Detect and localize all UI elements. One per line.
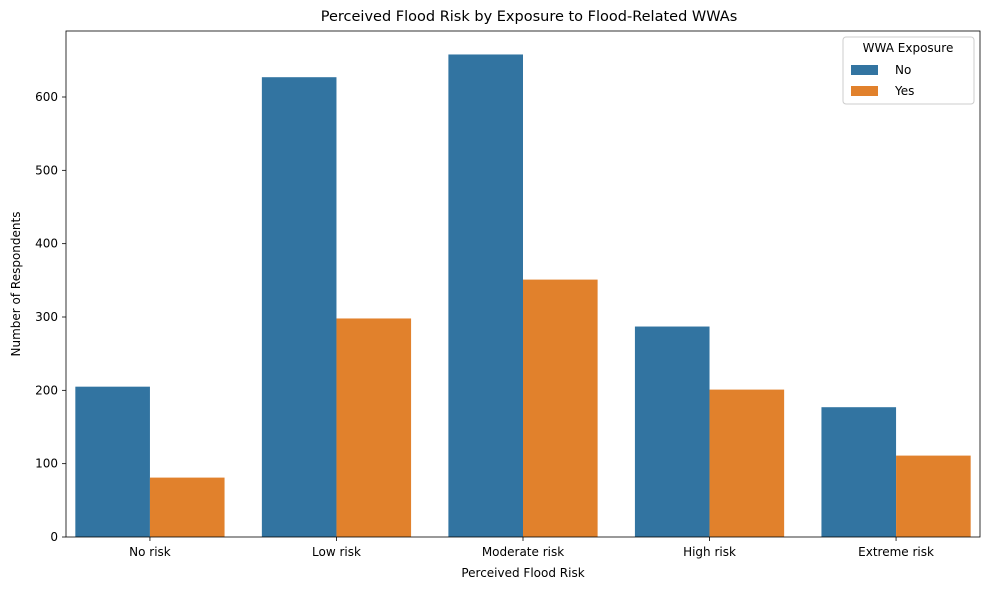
x-tick-label-moderate-risk: Moderate risk bbox=[482, 545, 564, 559]
x-axis-ticks: No risk Low risk Moderate risk High risk Ext… bbox=[129, 537, 934, 559]
bar-moderate-risk-no bbox=[448, 54, 523, 537]
x-tick-label-low-risk: Low risk bbox=[312, 545, 361, 559]
legend-swatch-no bbox=[851, 65, 878, 75]
y-tick-label-0: 0 bbox=[50, 530, 58, 544]
legend-label-no: No bbox=[895, 63, 911, 77]
y-axis-label: Number of Respondents bbox=[9, 212, 23, 357]
y-tick-label-500: 500 bbox=[35, 163, 58, 177]
x-axis-label: Perceived Flood Risk bbox=[461, 566, 584, 580]
bar-low-risk-no bbox=[261, 77, 337, 537]
bar-high-risk-no bbox=[634, 326, 710, 537]
x-tick-label-high-risk: High risk bbox=[683, 545, 736, 559]
chart-title: Perceived Flood Risk by Exposure to Floo… bbox=[321, 9, 738, 25]
y-tick-label-600: 600 bbox=[35, 90, 58, 104]
bars-group bbox=[75, 54, 971, 537]
y-axis-ticks: 0 100 200 300 400 500 600 bbox=[35, 90, 66, 544]
x-tick-label-no-risk: No risk bbox=[129, 545, 171, 559]
x-tick-label-extreme-risk: Extreme risk bbox=[858, 545, 934, 559]
bar-high-risk-yes bbox=[709, 389, 785, 537]
bar-extreme-risk-no bbox=[821, 407, 897, 537]
legend-label-yes: Yes bbox=[894, 84, 914, 98]
y-tick-label-400: 400 bbox=[35, 237, 58, 251]
legend-title: WWA Exposure bbox=[863, 41, 954, 55]
legend-swatch-yes bbox=[851, 86, 878, 96]
plot-frame bbox=[65, 30, 981, 538]
bar-no-risk-yes bbox=[149, 477, 225, 537]
legend: WWA Exposure No Yes bbox=[842, 36, 975, 105]
bar-no-risk-no bbox=[75, 386, 150, 537]
bar-moderate-risk-yes bbox=[523, 279, 598, 537]
y-tick-label-100: 100 bbox=[35, 457, 58, 471]
y-tick-label-200: 200 bbox=[35, 383, 58, 397]
bar-low-risk-yes bbox=[336, 318, 412, 537]
y-tick-label-300: 300 bbox=[35, 310, 58, 324]
bar-extreme-risk-yes bbox=[896, 455, 971, 537]
